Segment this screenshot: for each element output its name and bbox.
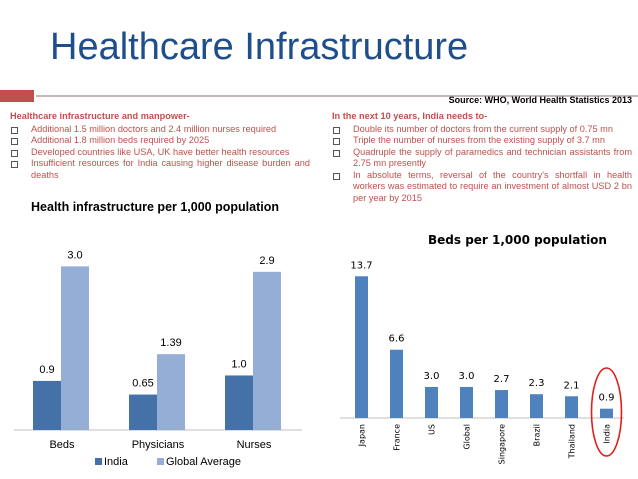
bullet-item: Additional 1.8 million beds required by … — [10, 135, 310, 147]
bullet-item: Quadruple the supply of paramedics and t… — [332, 147, 632, 170]
x-tick-label: India — [603, 424, 612, 444]
data-label: 0.65 — [132, 378, 153, 390]
bullet-item: Developed countries like USA, UK have be… — [10, 147, 310, 159]
slide-title: Healthcare Infrastructure — [50, 26, 469, 68]
data-label: 3.0 — [67, 249, 82, 261]
legend-label: Global Average — [166, 456, 241, 468]
x-tick-label: Global — [463, 424, 472, 450]
infrastructure-chart-title: Health infrastructure per 1,000 populati… — [31, 200, 279, 214]
data-label: 2.3 — [529, 378, 545, 389]
x-tick-label: France — [393, 424, 402, 451]
data-label: 0.9 — [599, 393, 615, 404]
data-label: 3.0 — [459, 371, 475, 382]
bar-global-average-physicians — [157, 354, 185, 430]
bar-france — [390, 349, 403, 418]
bar-global — [460, 386, 473, 418]
bar-india-nurses — [225, 375, 253, 430]
bar-japan — [355, 276, 368, 418]
x-tick-label: Beds — [49, 439, 75, 451]
bullet-item: Triple the number of nurses from the exi… — [332, 135, 632, 147]
data-label: 1.0 — [231, 358, 246, 370]
infrastructure-bar-chart: 0.9 3.0 Beds 0.65 1.39 Physicians 1.0 2.9 Nurses… — [14, 249, 302, 468]
bullet-item: Additional 1.5 million doctors and 2.4 m… — [10, 124, 310, 136]
bar-singapore — [495, 390, 508, 418]
needs-text-block: In the next 10 years, India needs to- Do… — [332, 111, 632, 204]
bullet-item: Double its number of doctors from the cu… — [332, 124, 632, 136]
bar-brazil — [530, 394, 543, 418]
x-tick-label: Brazil — [533, 424, 542, 446]
legend-label: India — [104, 456, 129, 468]
data-label: 1.39 — [160, 337, 181, 349]
bar-india — [600, 408, 613, 418]
title-divider — [36, 95, 638, 97]
x-tick-label: US — [428, 424, 437, 435]
x-tick-label: Nurses — [237, 439, 272, 451]
data-label: 2.1 — [564, 380, 580, 391]
bar-global-average-nurses — [253, 271, 281, 430]
legend-swatch — [95, 458, 102, 465]
highlight-circle-india — [590, 367, 623, 457]
legend-swatch — [157, 458, 164, 465]
bar-india-physicians — [129, 394, 157, 430]
x-tick-label: Physicians — [132, 439, 185, 451]
bar-india-beds — [33, 380, 61, 430]
bar-thailand — [565, 396, 578, 418]
needs-heading: In the next 10 years, India needs to- — [332, 111, 488, 121]
beds-bar-chart: 13.7 Japan 6.6 France 3.0 US 3.0 Global 2.7 Singa… — [340, 260, 624, 464]
data-label: 3.0 — [424, 371, 440, 382]
bullet-item: Insufficient resources for India causing… — [10, 158, 310, 181]
source-note: Source: WHO, World Health Statistics 201… — [448, 95, 632, 105]
data-label: 2.9 — [259, 255, 274, 267]
x-tick-label: Japan — [358, 424, 367, 447]
beds-chart-title: Beds per 1,000 population — [428, 233, 607, 247]
x-tick-label: Singapore — [498, 424, 507, 464]
manpower-bullet-list: Additional 1.5 million doctors and 2.4 m… — [10, 124, 310, 182]
title-accent-bar — [0, 90, 34, 102]
bar-global-average-beds — [61, 266, 89, 430]
bar-us — [425, 386, 438, 418]
x-tick-label: Thailand — [568, 424, 577, 459]
manpower-text-block: Healthcare infrastructure and manpower- … — [10, 111, 310, 181]
bullet-item: In absolute terms, reversal of the count… — [332, 170, 632, 205]
data-label: 13.7 — [350, 260, 372, 271]
data-label: 0.9 — [39, 364, 54, 376]
needs-bullet-list: Double its number of doctors from the cu… — [332, 124, 632, 205]
manpower-heading: Healthcare infrastructure and manpower- — [10, 111, 190, 121]
data-label: 6.6 — [389, 334, 405, 345]
data-label: 2.7 — [494, 374, 510, 385]
